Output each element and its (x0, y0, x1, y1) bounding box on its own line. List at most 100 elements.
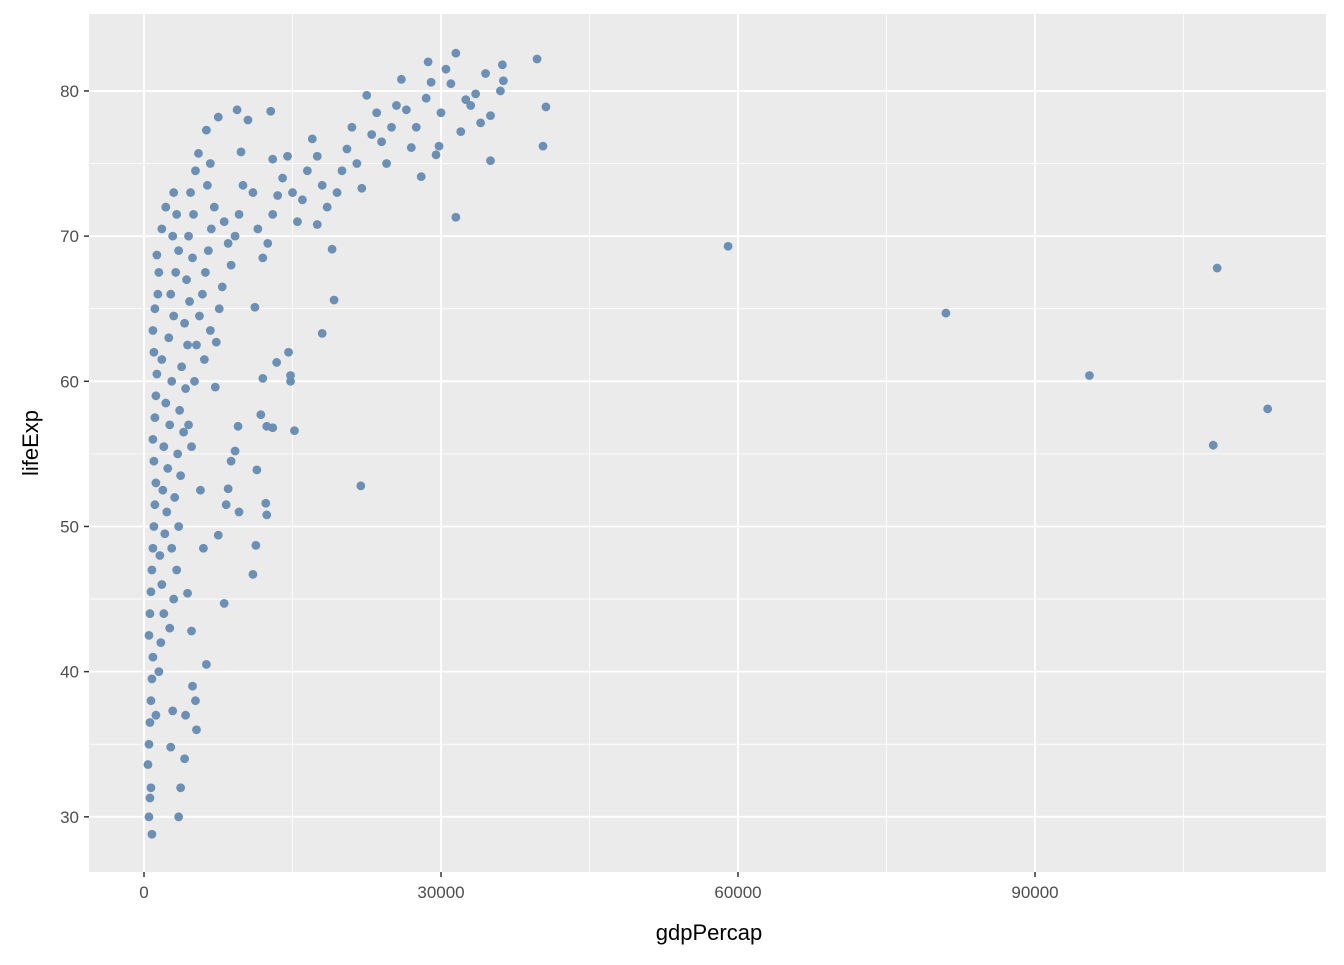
point (209, 202, 219, 212)
x-tick-label: 60000 (714, 883, 761, 902)
point (317, 328, 327, 338)
x-tick-label: 90000 (1011, 883, 1058, 902)
point (1085, 371, 1094, 380)
point (293, 217, 302, 227)
y-axis-title: lifeExp (18, 410, 43, 476)
point (174, 522, 184, 531)
point (377, 137, 387, 147)
point (172, 565, 182, 575)
point (148, 326, 158, 335)
point (357, 183, 367, 193)
point (171, 268, 181, 277)
point (159, 442, 169, 452)
point (312, 151, 322, 161)
point (210, 382, 220, 392)
point (290, 426, 299, 436)
point (486, 111, 495, 121)
point (168, 231, 178, 241)
point (261, 498, 271, 508)
point (186, 188, 195, 197)
point (421, 93, 431, 103)
point (233, 421, 243, 431)
point (157, 580, 167, 589)
y-tick-label: 60 (60, 372, 79, 391)
point (192, 725, 201, 735)
point (230, 231, 240, 241)
point (151, 391, 161, 401)
point (538, 141, 548, 151)
point (165, 623, 175, 633)
point (190, 376, 199, 386)
point (199, 355, 209, 364)
point (148, 652, 158, 662)
point (284, 347, 293, 357)
point (145, 609, 155, 618)
points (143, 48, 1273, 839)
point (151, 478, 161, 488)
point (332, 188, 342, 197)
point (199, 543, 208, 553)
point (183, 340, 192, 350)
point (302, 166, 312, 176)
point (498, 76, 508, 86)
point (441, 64, 451, 74)
point (169, 311, 179, 321)
point (219, 599, 229, 608)
point (232, 105, 242, 115)
point (312, 220, 322, 229)
point (189, 209, 198, 219)
point (183, 588, 192, 598)
grid (89, 14, 1326, 872)
point (184, 231, 193, 241)
point (147, 829, 157, 839)
point (154, 268, 164, 277)
point (145, 793, 155, 803)
point (167, 543, 177, 553)
y-tick-label: 80 (60, 82, 79, 101)
point (258, 253, 268, 263)
point (541, 102, 551, 112)
point (372, 108, 382, 118)
point (226, 260, 236, 270)
point (176, 471, 186, 481)
point (181, 710, 190, 720)
point (456, 127, 466, 136)
point (223, 484, 233, 494)
point (268, 209, 278, 219)
point (152, 250, 162, 260)
point (1208, 440, 1218, 450)
point (317, 180, 327, 190)
point (168, 706, 178, 716)
y-tick-label: 70 (60, 227, 79, 246)
point (234, 209, 244, 219)
y-tick-label: 50 (60, 517, 79, 536)
point (179, 427, 189, 437)
point (397, 74, 406, 84)
point (466, 101, 476, 110)
point (347, 122, 357, 132)
point (251, 540, 261, 550)
point (165, 420, 175, 430)
point (162, 507, 172, 517)
point (149, 522, 159, 531)
point (173, 449, 183, 459)
point (723, 241, 733, 251)
point (219, 217, 229, 227)
point (148, 543, 158, 553)
point (258, 373, 268, 383)
point (153, 289, 163, 299)
point (147, 565, 157, 575)
point (175, 405, 185, 415)
point (150, 500, 160, 510)
point (286, 371, 295, 380)
x-axis-title: gdpPercap (656, 920, 762, 945)
point (166, 289, 176, 299)
point (352, 159, 362, 168)
point (256, 410, 266, 420)
point (163, 464, 173, 473)
point (1212, 263, 1222, 273)
point (451, 212, 461, 222)
point (172, 209, 182, 219)
